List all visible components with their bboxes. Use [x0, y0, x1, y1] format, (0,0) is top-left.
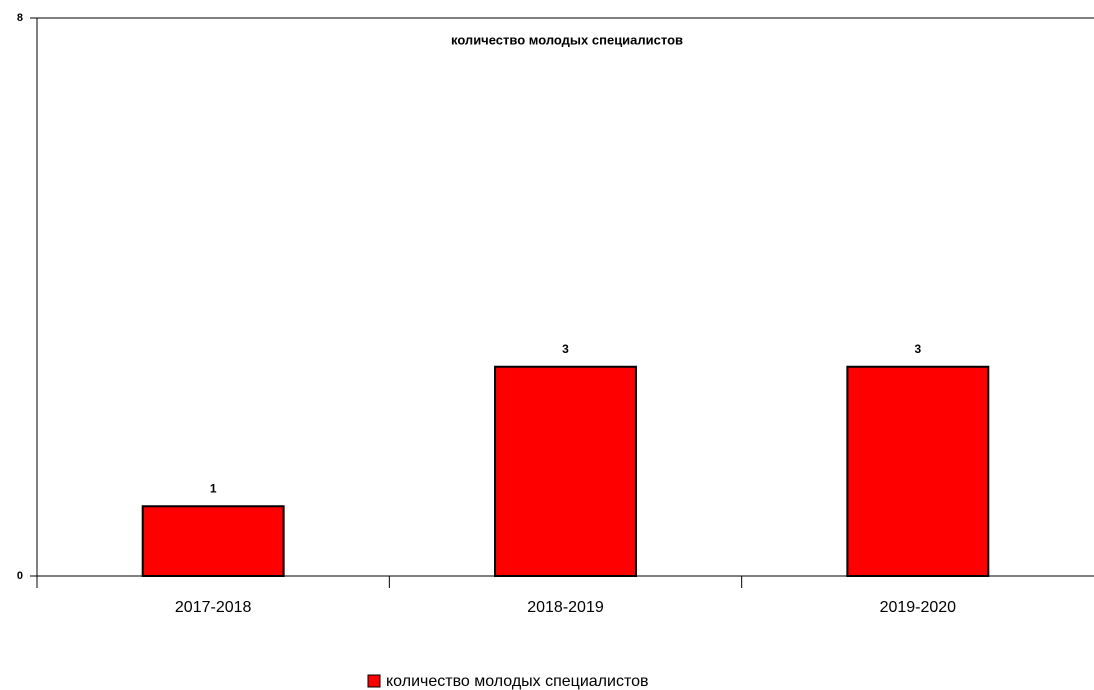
bar — [141, 505, 285, 577]
x-tick-label: 2019-2020 — [880, 599, 957, 616]
legend-label: количество молодых специалистов — [386, 673, 649, 690]
x-tick-label: 2017-2018 — [175, 599, 252, 616]
x-tick-label: 2018-2019 — [527, 599, 604, 616]
y-tick-label: 8 — [17, 12, 23, 24]
bar — [494, 365, 637, 577]
data-label: 3 — [914, 342, 921, 356]
chart-title: количество молодых специалистов — [451, 32, 683, 47]
legend-swatch — [367, 674, 381, 688]
data-label: 1 — [210, 481, 217, 495]
data-label: 3 — [562, 342, 569, 356]
y-tick-label: 0 — [17, 570, 23, 582]
bar — [846, 365, 990, 577]
